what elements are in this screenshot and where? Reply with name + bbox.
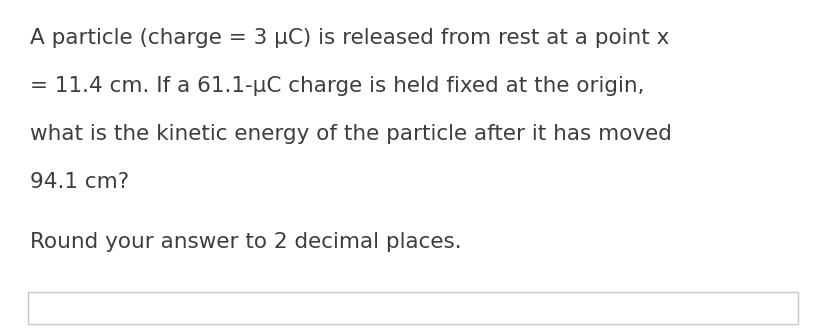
Bar [28, 292, 797, 324]
Text: = 11.4 cm. If a 61.1-μC charge is held fixed at the origin,: = 11.4 cm. If a 61.1-μC charge is held f… [30, 76, 643, 96]
Text: A particle (charge = 3 μC) is released from rest at a point x: A particle (charge = 3 μC) is released f… [30, 28, 668, 48]
Text: what is the kinetic energy of the particle after it has moved: what is the kinetic energy of the partic… [30, 124, 671, 144]
Text: Round your answer to 2 decimal places.: Round your answer to 2 decimal places. [30, 232, 461, 252]
Text: 94.1 cm?: 94.1 cm? [30, 172, 129, 192]
